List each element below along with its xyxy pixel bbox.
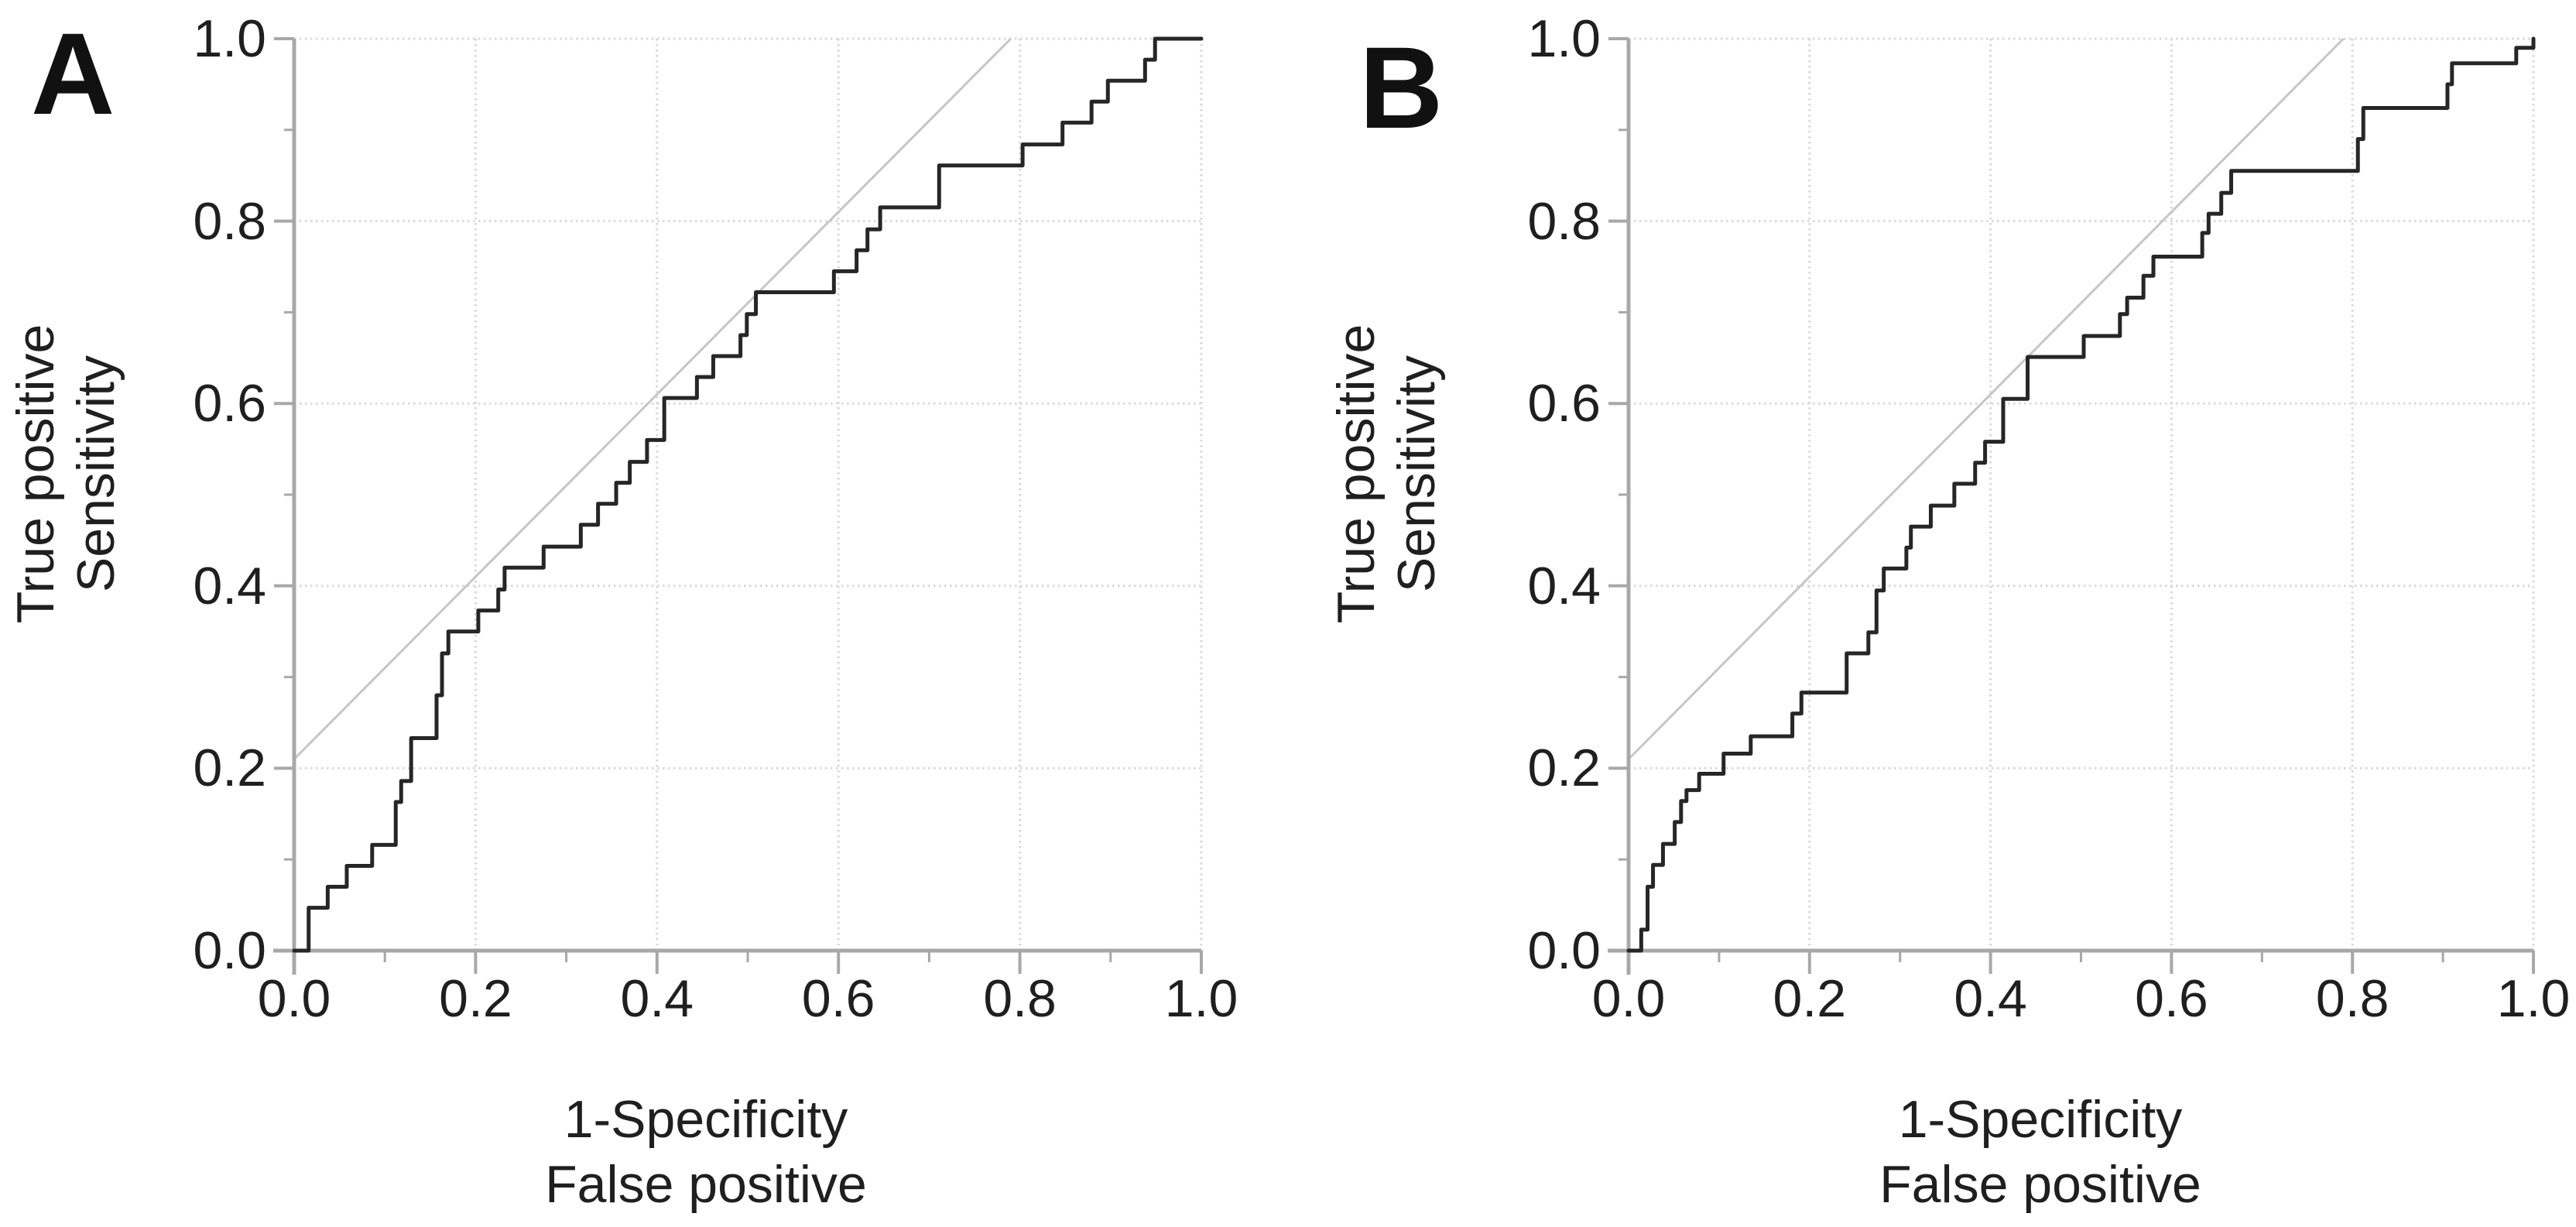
panel-b-x-tick-label: 0.8 [2315, 969, 2389, 1028]
panel-a-x-tick-label: 1.0 [1164, 969, 1238, 1028]
panel-a-x-tick-label: 0.4 [620, 969, 694, 1028]
panel-b-x-tick-label: 0.0 [1591, 969, 1666, 1028]
reference-diagonal-line [1627, 37, 2345, 760]
panel-a-x-tick-label: 0.6 [801, 969, 875, 1028]
panel-a-y-axis-title-line2: Sensitivity [67, 355, 125, 593]
panel-a-x-axis-title-line1: 1-Specificity [564, 1090, 848, 1149]
panel-b-x-axis-title: 1-Specificity False positive [1692, 1087, 2389, 1217]
panel-b-x-axis-title-line2: False positive [1879, 1155, 2201, 1214]
panel-a-y-axis-title-line1: True positive [6, 324, 65, 624]
panel-a-y-tick-label: 0.8 [193, 191, 266, 251]
panel-a-y-tick-label: 0.6 [193, 374, 266, 434]
roc-curve-a [292, 36, 1204, 953]
panel-b-x-tick-label: 0.2 [1773, 969, 1847, 1028]
panel-b-y-axis-title-line2: Sensitivity [1387, 355, 1446, 593]
roc-curve-b [1626, 36, 2536, 953]
panel-b-x-tick-label: 0.4 [1954, 969, 2027, 1028]
panel-a-y-tick-label: 0.4 [193, 556, 266, 615]
panel-b-y-tick-label: 0.4 [1527, 556, 1601, 615]
panel-a-x-tick-label: 0.8 [983, 969, 1057, 1028]
panel-a-x-axis-title-line2: False positive [545, 1155, 867, 1214]
panel-b-graphics [1608, 36, 2536, 975]
panel-b-letter: B [1359, 22, 1444, 153]
panel-b-y-tick-label: 0.2 [1527, 739, 1601, 798]
panel-b-y-tick-label: 0.0 [1527, 921, 1601, 980]
reference-diagonal-line [293, 37, 1012, 760]
panel-a-y-tick-label: 0.0 [193, 921, 266, 980]
panel-a-x-tick-label: 0.2 [439, 969, 512, 1028]
panel-b-y-tick-label: 0.6 [1527, 374, 1601, 434]
panel-b-y-axis-title-line1: True positive [1327, 324, 1386, 624]
panel-a-graphics [273, 36, 1204, 975]
panel-b-x-tick-label: 1.0 [2496, 969, 2571, 1028]
panel-b-y-tick-label: 1.0 [1527, 9, 1601, 68]
panel-a-letter: A [31, 9, 115, 139]
panel-b-y-tick-label: 0.8 [1527, 191, 1601, 251]
panel-a-y-tick-label: 1.0 [193, 9, 266, 68]
panel-b-x-axis-title-line1: 1-Specificity [1898, 1090, 2183, 1149]
panel-b-x-tick-label: 0.6 [2135, 969, 2208, 1028]
panel-a-y-tick-label: 0.2 [193, 739, 266, 798]
panel-a-x-axis-title: 1-Specificity False positive [358, 1087, 1054, 1217]
panel-a-x-tick-label: 0.0 [257, 969, 331, 1028]
